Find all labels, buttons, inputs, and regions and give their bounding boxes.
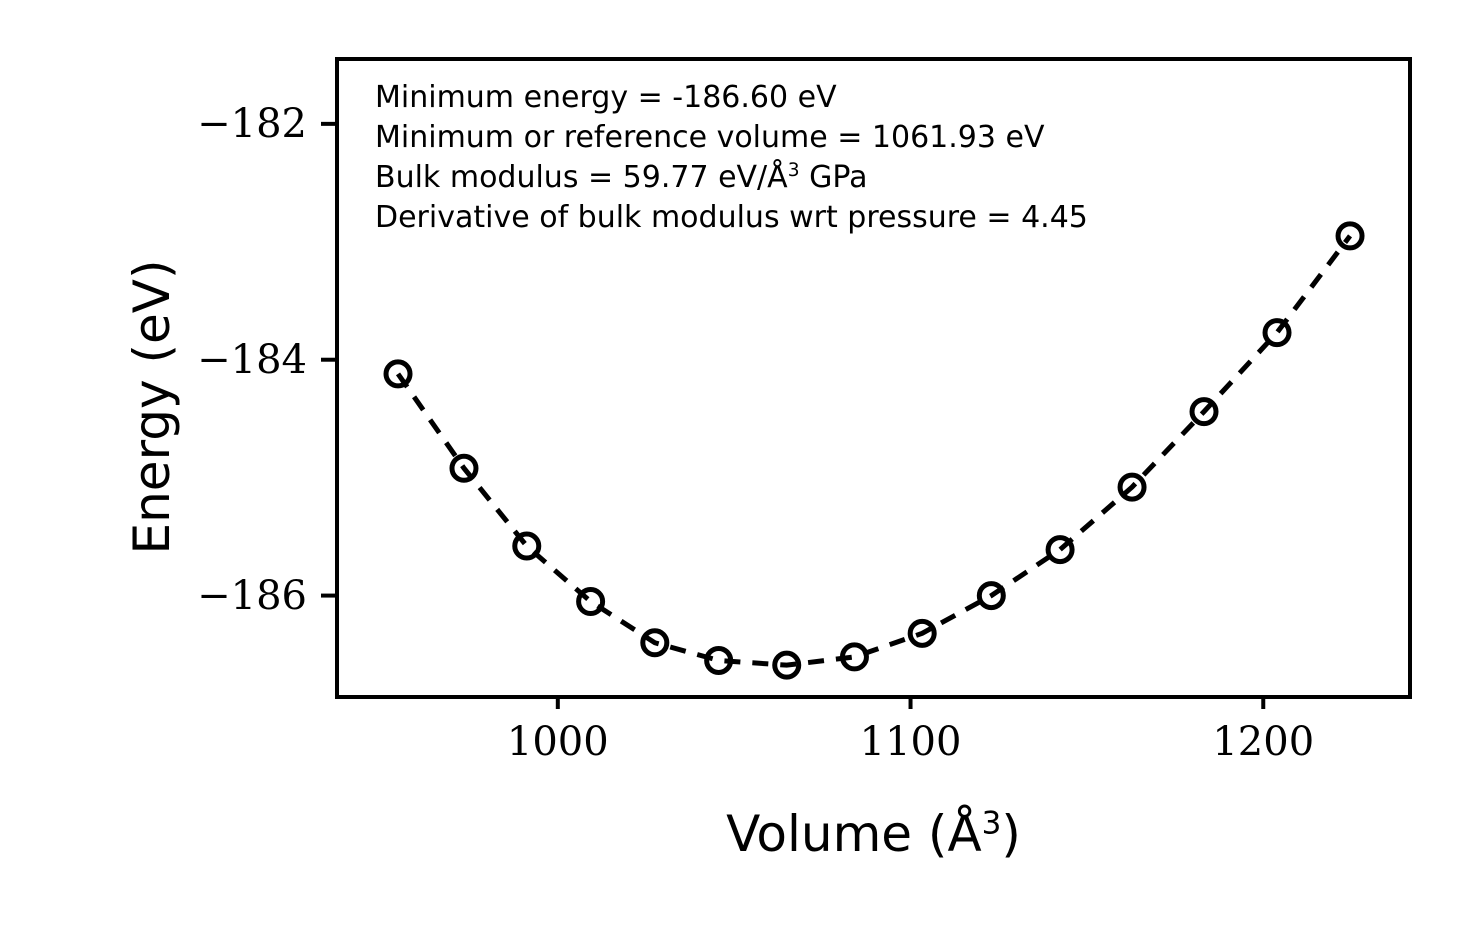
x-axis-label: Volume (Å3): [337, 805, 1410, 863]
x-tick-label: 1200: [1212, 719, 1315, 765]
data-point-marker: [449, 453, 479, 483]
data-point-marker: [1189, 397, 1219, 427]
data-point-marker: [772, 650, 802, 680]
axes-spines: [335, 57, 1412, 699]
x-axis-ticks: [555, 697, 1266, 709]
annotation-bulk-modulus-suffix: GPa: [799, 159, 868, 195]
data-point-marker: [1117, 472, 1147, 502]
annotation-bulk-modulus: Bulk modulus = 59.77 eV/Å3 GPa: [375, 158, 1088, 198]
data-point-markers: [383, 221, 1365, 680]
fit-results-annotation: Minimum energy = -186.60 eV Minimum or r…: [375, 78, 1088, 238]
data-point-marker: [1262, 318, 1292, 348]
data-point-marker: [1335, 221, 1365, 251]
data-point-marker: [640, 628, 670, 658]
y-axis-label: Energy (eV): [123, 259, 181, 555]
y-tick-label: −184: [197, 336, 307, 383]
x-axis-label-exponent: 3: [981, 805, 1002, 842]
x-tick-label: 1000: [506, 719, 609, 765]
data-point-marker: [976, 581, 1006, 611]
data-point-marker: [512, 531, 542, 561]
data-point-marker: [704, 645, 734, 675]
x-tick-label: 1100: [859, 719, 962, 765]
annotation-minimum-volume: Minimum or reference volume = 1061.93 eV: [375, 119, 1045, 155]
y-tick-label: −182: [197, 100, 307, 147]
data-point-marker: [576, 586, 606, 616]
y-tick-label: −186: [197, 572, 307, 619]
y-axis-ticks: [321, 121, 337, 598]
data-point-marker: [1045, 535, 1075, 565]
eos-curve: [395, 234, 1353, 668]
x-axis-label-tail: ): [1001, 805, 1021, 863]
annotation-minimum-energy: Minimum energy = -186.60 eV: [375, 80, 837, 115]
annotation-derivative: Derivative of bulk modulus wrt pressure …: [375, 199, 1088, 235]
data-point-marker: [383, 359, 413, 389]
data-point-marker: [907, 618, 937, 648]
annotation-bulk-modulus-prefix: Bulk modulus = 59.77 eV/Å: [375, 159, 788, 195]
x-axis-label-base: Volume (Å: [726, 805, 982, 863]
annotation-bulk-modulus-exponent: 3: [787, 159, 800, 181]
data-point-marker: [839, 642, 869, 672]
